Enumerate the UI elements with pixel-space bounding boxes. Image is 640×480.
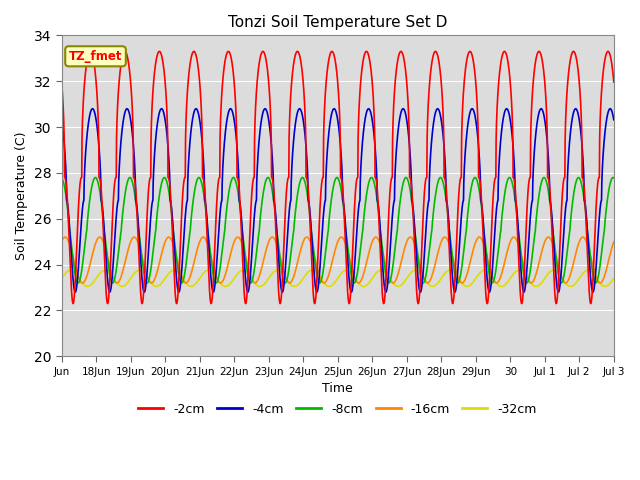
Title: Tonzi Soil Temperature Set D: Tonzi Soil Temperature Set D bbox=[228, 15, 447, 30]
X-axis label: Time: Time bbox=[323, 382, 353, 396]
Legend: -2cm, -4cm, -8cm, -16cm, -32cm: -2cm, -4cm, -8cm, -16cm, -32cm bbox=[134, 398, 542, 420]
Y-axis label: Soil Temperature (C): Soil Temperature (C) bbox=[15, 132, 28, 260]
Text: TZ_fmet: TZ_fmet bbox=[68, 50, 122, 63]
